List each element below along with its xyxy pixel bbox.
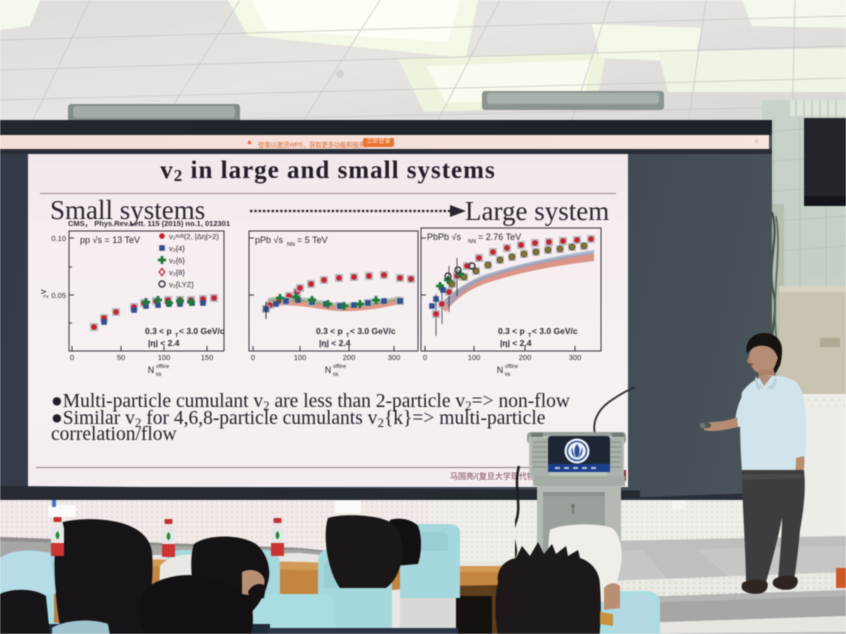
svg-text:offline: offline [333, 364, 346, 370]
svg-text:< 3.0 GeV/c: < 3.0 GeV/c [350, 326, 396, 336]
svg-text:0.05: 0.05 [51, 291, 66, 300]
svg-text:= 2.76 TeV: = 2.76 TeV [478, 232, 521, 242]
svg-text:0.3 < p: 0.3 < p [145, 326, 172, 336]
svg-text:trk: trk [333, 372, 339, 378]
svg-text:v₂ˢᵘᵇ(2, |Δη|>2): v₂ˢᵘᵇ(2, |Δη|>2) [169, 232, 219, 241]
svg-text:2: 2 [44, 294, 50, 298]
svg-text:N: N [148, 365, 155, 375]
svg-text:100: 100 [294, 353, 307, 362]
svg-text:v₂{LYZ}: v₂{LYZ} [169, 280, 194, 289]
svg-text:|η| < 2.4: |η| < 2.4 [500, 338, 532, 348]
svg-text:N: N [325, 365, 332, 375]
svg-text:0.3 < p: 0.3 < p [316, 326, 343, 336]
svg-text:N: N [497, 365, 504, 375]
svg-text:100: 100 [158, 353, 171, 362]
svg-text:v₂{4}: v₂{4} [169, 244, 185, 253]
svg-text:v₂{8}: v₂{8} [169, 268, 185, 277]
svg-text:T: T [175, 333, 179, 339]
svg-text:T: T [528, 333, 532, 339]
svg-text:0: 0 [251, 353, 255, 362]
svg-text:0: 0 [70, 353, 74, 362]
svg-text:T: T [346, 333, 350, 339]
svg-text:300: 300 [388, 353, 401, 362]
svg-text:200: 200 [519, 353, 532, 362]
svg-text:300: 300 [569, 353, 582, 362]
svg-text:NN: NN [468, 239, 476, 245]
svg-text:|η| < 2.4: |η| < 2.4 [148, 338, 180, 348]
svg-text:200: 200 [343, 353, 356, 362]
svg-text:0.3 < p: 0.3 < p [498, 326, 525, 336]
svg-text:offline: offline [156, 364, 169, 370]
svg-text:trk: trk [505, 372, 511, 378]
svg-text:100: 100 [468, 353, 481, 362]
svg-text:0: 0 [423, 353, 427, 362]
svg-text:50: 50 [117, 353, 125, 362]
svg-text:offline: offline [505, 364, 518, 370]
svg-text:< 3.0 GeV/c: < 3.0 GeV/c [532, 326, 578, 336]
svg-text:PbPb √s: PbPb √s [427, 232, 461, 242]
svg-text:pPb √s: pPb √s [255, 235, 283, 245]
svg-text:= 5 TeV: = 5 TeV [297, 235, 328, 245]
svg-text:v: v [38, 289, 48, 294]
svg-text:NN: NN [287, 242, 295, 248]
svg-text:0.10: 0.10 [51, 234, 66, 243]
svg-text:v₂{6}: v₂{6} [169, 256, 185, 265]
svg-text:pp √s = 13 TeV: pp √s = 13 TeV [80, 235, 140, 245]
svg-text:< 3.0 GeV/c: < 3.0 GeV/c [179, 326, 225, 336]
svg-text:150: 150 [201, 353, 214, 362]
svg-text:|η| < 2.4: |η| < 2.4 [319, 338, 351, 348]
svg-text:trk: trk [156, 372, 162, 378]
